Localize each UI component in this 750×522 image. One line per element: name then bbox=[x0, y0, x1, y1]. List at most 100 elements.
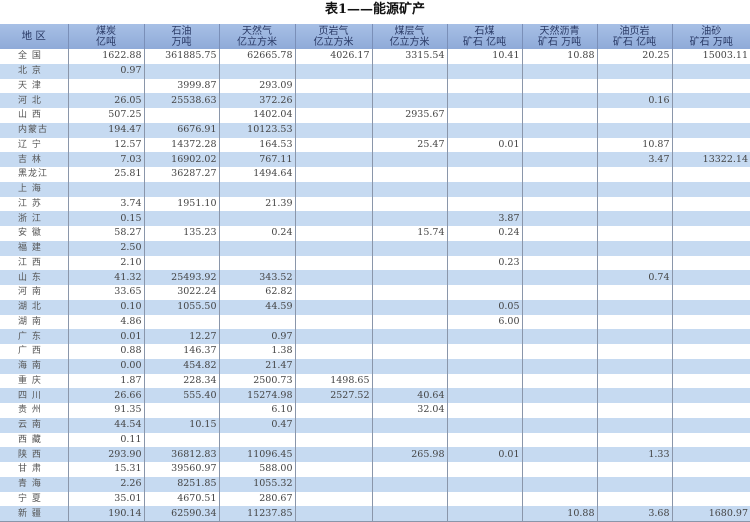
value-cell bbox=[446, 388, 522, 403]
value-cell: 1498.65 bbox=[294, 373, 372, 389]
value-cell: 15274.98 bbox=[218, 388, 295, 403]
value-cell bbox=[521, 417, 597, 433]
value-cell: 343.52 bbox=[218, 270, 295, 285]
table-row: 宁 夏 35.01 4670.51 280.67 bbox=[0, 491, 750, 507]
value-cell bbox=[371, 476, 447, 492]
region-cell: 福 建 bbox=[0, 240, 68, 256]
value-cell bbox=[371, 344, 447, 359]
column-header-name: 煤层气 bbox=[394, 25, 425, 37]
value-cell bbox=[294, 255, 372, 271]
value-cell bbox=[521, 388, 597, 403]
value-cell bbox=[294, 211, 372, 226]
value-cell bbox=[521, 476, 597, 492]
value-cell: 4670.51 bbox=[143, 491, 219, 507]
value-cell bbox=[294, 270, 372, 285]
value-cell bbox=[521, 314, 597, 330]
value-cell bbox=[521, 299, 597, 315]
value-cell bbox=[521, 167, 597, 182]
value-cell: 135.23 bbox=[143, 226, 219, 241]
value-cell bbox=[446, 329, 522, 344]
value-cell: 190.14 bbox=[67, 506, 144, 522]
value-cell bbox=[521, 329, 597, 344]
value-cell bbox=[371, 63, 447, 79]
table-row: 贵 州 91.35 6.10 32.04 bbox=[0, 403, 750, 418]
value-cell: 16902.02 bbox=[143, 152, 219, 167]
value-cell bbox=[294, 167, 372, 182]
value-cell: 0.47 bbox=[218, 417, 295, 433]
value-cell: 58.27 bbox=[67, 226, 144, 241]
value-cell bbox=[371, 270, 447, 285]
value-cell bbox=[671, 167, 750, 182]
value-cell bbox=[294, 432, 372, 448]
region-cell: 贵 州 bbox=[18, 405, 42, 416]
value-cell bbox=[143, 255, 219, 271]
value-cell: 26.66 bbox=[67, 388, 144, 403]
value-cell bbox=[294, 108, 372, 123]
value-cell bbox=[521, 122, 597, 138]
value-cell bbox=[521, 285, 597, 300]
value-cell bbox=[371, 240, 447, 256]
value-cell: 12.27 bbox=[143, 329, 219, 344]
value-cell: 1055.50 bbox=[143, 299, 219, 315]
value-cell bbox=[446, 403, 522, 418]
region-cell: 西 藏 bbox=[18, 434, 42, 445]
value-cell bbox=[67, 181, 144, 197]
value-cell: 361885.75 bbox=[143, 49, 219, 64]
header-row: 地 区煤炭 亿吨 石油 万吨 天然气 亿立方米 页岩气 亿立方米 煤层气 亿立方米 石煤 矿石 亿吨天… bbox=[0, 24, 750, 49]
value-cell bbox=[446, 417, 522, 433]
value-cell bbox=[671, 388, 750, 403]
region-cell: 安 徽 bbox=[18, 228, 42, 239]
value-cell bbox=[671, 403, 750, 418]
value-cell bbox=[67, 78, 144, 94]
value-cell bbox=[596, 491, 672, 507]
region-cell: 青 海 bbox=[0, 476, 68, 492]
value-cell bbox=[446, 108, 522, 123]
value-cell bbox=[371, 299, 447, 315]
value-cell bbox=[446, 285, 522, 300]
value-cell: 0.24 bbox=[218, 226, 295, 241]
table-row: 重 庆 1.87 228.34 2500.73 1498.65 bbox=[0, 373, 750, 389]
value-cell: 13322.14 bbox=[671, 152, 750, 167]
value-cell bbox=[371, 314, 447, 330]
value-cell: 40.64 bbox=[371, 388, 447, 403]
column-header-unit: 万吨 bbox=[171, 36, 192, 48]
value-cell: 15003.11 bbox=[671, 49, 750, 64]
value-cell: 507.25 bbox=[67, 108, 144, 123]
value-cell: 1402.04 bbox=[218, 108, 295, 123]
value-cell: 2935.67 bbox=[371, 108, 447, 123]
value-cell: 0.16 bbox=[596, 93, 672, 108]
value-cell bbox=[521, 211, 597, 226]
column-header-name: 油砂 bbox=[701, 25, 722, 37]
value-cell bbox=[143, 63, 219, 79]
region-cell: 海 南 bbox=[0, 358, 68, 374]
value-cell bbox=[143, 432, 219, 448]
value-cell bbox=[671, 476, 750, 492]
region-cell: 宁 夏 bbox=[18, 493, 42, 504]
value-cell bbox=[294, 137, 372, 153]
value-cell: 555.40 bbox=[143, 388, 219, 403]
value-cell bbox=[371, 358, 447, 374]
value-cell bbox=[446, 344, 522, 359]
region-cell: 内蒙古 bbox=[0, 122, 68, 138]
value-cell: 15.31 bbox=[67, 462, 144, 477]
value-cell bbox=[446, 63, 522, 79]
table-row: 吉 林 7.03 16902.02 767.11 3.47 13322.14 bbox=[0, 152, 750, 167]
value-cell: 6676.91 bbox=[143, 122, 219, 138]
value-cell: 2.50 bbox=[67, 240, 144, 256]
value-cell: 21.39 bbox=[218, 196, 295, 212]
region-cell: 甘 肃 bbox=[18, 464, 42, 475]
value-cell: 20.25 bbox=[596, 49, 672, 64]
value-cell bbox=[521, 373, 597, 389]
value-cell bbox=[671, 196, 750, 212]
value-cell bbox=[596, 122, 672, 138]
value-cell bbox=[294, 78, 372, 94]
value-cell bbox=[671, 108, 750, 123]
value-cell bbox=[371, 373, 447, 389]
value-cell: 3999.87 bbox=[143, 78, 219, 94]
value-cell: 44.54 bbox=[67, 417, 144, 433]
region-cell: 江 西 bbox=[18, 257, 42, 268]
table-row: 陕 西 293.90 36812.83 11096.45 265.98 0.01 1.33 bbox=[0, 447, 750, 462]
column-header-name: 天然沥青 bbox=[539, 25, 580, 37]
value-cell: 3315.54 bbox=[371, 49, 447, 64]
value-cell bbox=[294, 491, 372, 507]
